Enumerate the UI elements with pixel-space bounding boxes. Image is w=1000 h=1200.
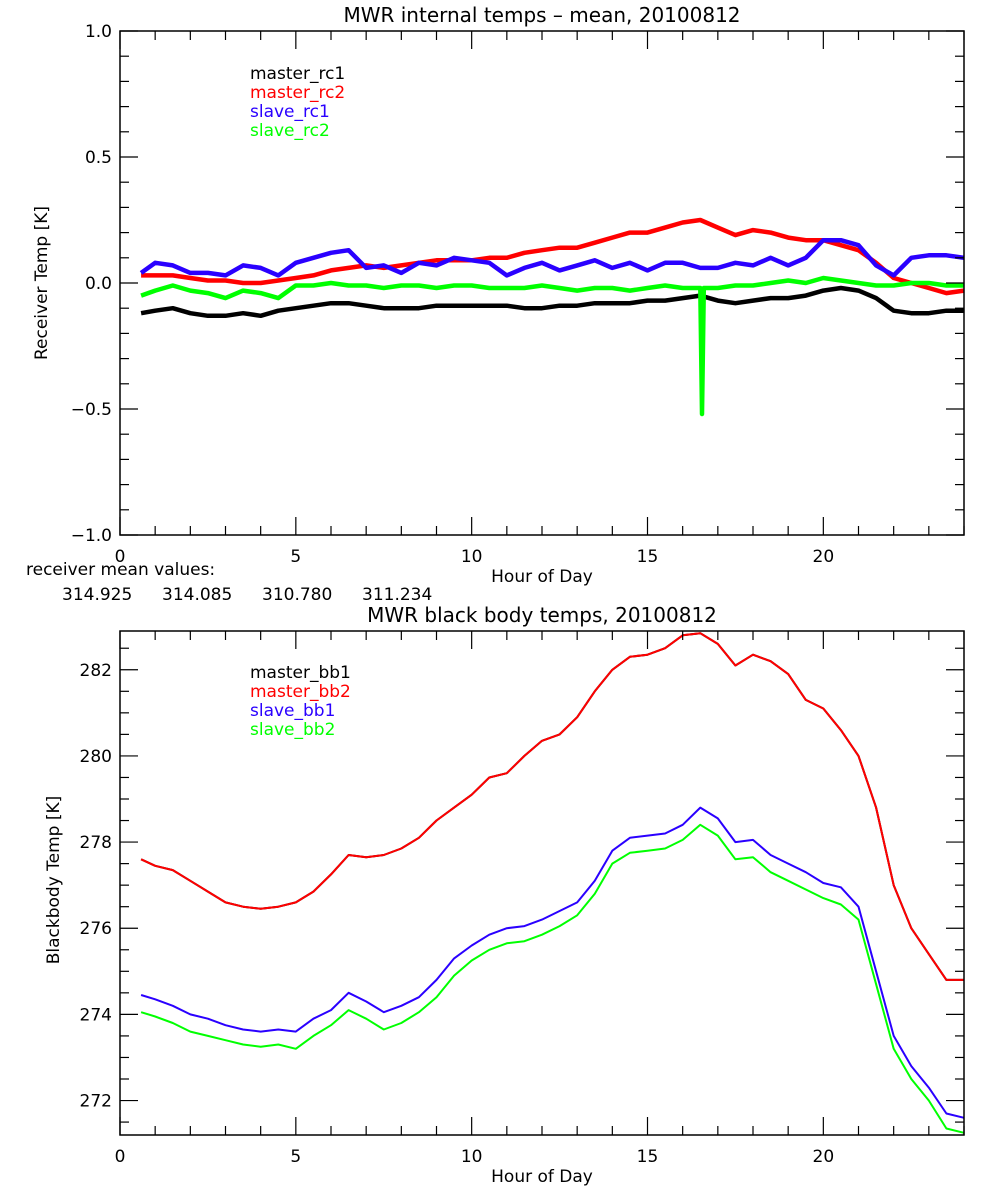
y-tick-label: −0.5	[71, 400, 112, 420]
legend-entry: master_rc1	[250, 64, 345, 84]
receiver-mean-value: 310.780	[262, 585, 332, 605]
receiver-mean-value: 314.925	[62, 585, 132, 605]
y-tick-label: 1.0	[85, 22, 112, 42]
x-tick-label: 0	[115, 547, 126, 567]
y-tick-label: −1.0	[71, 526, 112, 546]
series-line-master-bb2	[140, 632, 964, 981]
receiver-mean-values: receiver mean values: 314.925 314.085 31…	[26, 560, 432, 605]
x-tick-label: 5	[290, 547, 301, 567]
x-tick-label: 20	[813, 547, 835, 567]
legend-entry: slave_rc1	[250, 102, 330, 122]
y-tick-label: 280	[80, 747, 112, 767]
receiver-mean-label: receiver mean values:	[26, 560, 215, 580]
series-line-slave-rc2	[140, 275, 964, 417]
chart-title: MWR internal temps – mean, 20100812	[343, 3, 740, 27]
ticks-layer: 0 5 10 15 20 −1.0 −0.5 0.0 0.5 1.0	[71, 22, 965, 567]
y-tick-label: 274	[80, 1005, 112, 1025]
x-tick-label: 5	[290, 1147, 301, 1167]
legend-entry: slave_bb1	[250, 701, 335, 721]
legend-entry: master_bb1	[250, 663, 351, 683]
series-line-slave-bb2	[140, 823, 965, 1134]
y-tick-label: 276	[80, 919, 112, 939]
x-tick-label: 15	[637, 547, 659, 567]
x-axis-label: Hour of Day	[491, 1167, 593, 1187]
y-axis-label: Receiver Temp [K]	[32, 206, 52, 360]
series-line-slave-bb1	[140, 806, 965, 1119]
y-tick-label: 272	[80, 1092, 112, 1112]
x-tick-label: 20	[813, 1147, 835, 1167]
y-tick-label: 0.0	[85, 274, 112, 294]
legend-entry: slave_bb2	[250, 720, 335, 740]
plot-frame	[119, 630, 965, 1136]
ticks-layer: 0 5 10 15 20 272 274 276 278 280 282	[80, 631, 965, 1167]
x-tick-label: 15	[637, 1147, 659, 1167]
x-tick-label: 10	[461, 1147, 483, 1167]
legend-entry: slave_rc2	[250, 121, 330, 141]
x-tick-label: 10	[461, 547, 483, 567]
chart-title: MWR black body temps, 20100812	[367, 603, 717, 627]
receiver-temps-chart: MWR internal temps – mean, 20100812 0 5 10…	[32, 3, 965, 587]
series-line-slave-rc1	[139, 237, 965, 278]
legend-entry: master_bb2	[250, 682, 351, 702]
x-tick-label: 0	[115, 1147, 126, 1167]
y-axis-label: Blackbody Temp [K]	[44, 796, 64, 965]
receiver-mean-value: 311.234	[362, 585, 432, 605]
y-tick-label: 0.5	[85, 148, 112, 168]
series-layer	[140, 632, 965, 1134]
y-tick-label: 282	[80, 661, 112, 681]
series-line-master-rc1	[140, 285, 964, 319]
series-layer	[139, 217, 965, 417]
legend-entry: master_rc2	[250, 83, 345, 103]
x-axis-label: Hour of Day	[491, 567, 593, 587]
blackbody-temps-chart: MWR black body temps, 20100812 0 5 10 15 20 2…	[44, 603, 965, 1187]
receiver-mean-value: 314.085	[162, 585, 232, 605]
y-tick-label: 278	[80, 833, 112, 853]
